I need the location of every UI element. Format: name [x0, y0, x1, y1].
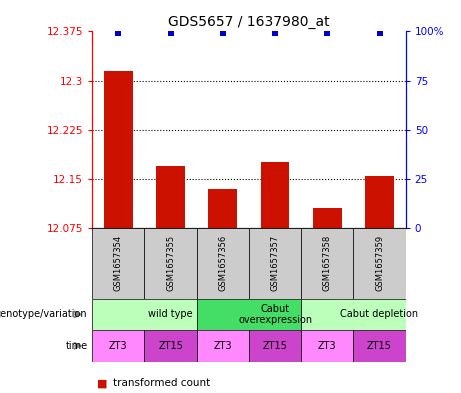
- Text: ZT3: ZT3: [213, 341, 232, 351]
- Text: GSM1657354: GSM1657354: [114, 235, 123, 291]
- Text: GSM1657355: GSM1657355: [166, 235, 175, 291]
- Bar: [301, 299, 406, 330]
- Bar: [301, 330, 354, 362]
- Bar: [92, 330, 144, 362]
- Bar: [301, 228, 354, 299]
- Bar: [144, 330, 197, 362]
- Bar: [249, 228, 301, 299]
- Text: ■: ■: [97, 378, 107, 388]
- Text: ZT15: ZT15: [263, 341, 288, 351]
- Bar: [354, 228, 406, 299]
- Bar: [197, 299, 301, 330]
- Text: GSM1657357: GSM1657357: [271, 235, 279, 292]
- Text: Cabut
overexpression: Cabut overexpression: [238, 304, 312, 325]
- Text: transformed count: transformed count: [113, 378, 210, 388]
- Text: ZT3: ZT3: [318, 341, 337, 351]
- Bar: [197, 228, 249, 299]
- Text: GSM1657358: GSM1657358: [323, 235, 332, 292]
- Bar: [208, 189, 237, 228]
- Text: Cabut depletion: Cabut depletion: [341, 309, 419, 320]
- Text: ZT3: ZT3: [109, 341, 128, 351]
- Bar: [365, 176, 394, 228]
- Text: genotype/variation: genotype/variation: [0, 309, 88, 320]
- Bar: [197, 330, 249, 362]
- Text: ZT15: ZT15: [367, 341, 392, 351]
- Bar: [156, 166, 185, 228]
- Text: wild type: wild type: [148, 309, 193, 320]
- Title: GDS5657 / 1637980_at: GDS5657 / 1637980_at: [168, 15, 330, 29]
- Bar: [92, 299, 197, 330]
- Bar: [354, 330, 406, 362]
- Bar: [249, 330, 301, 362]
- Bar: [92, 228, 144, 299]
- Text: GSM1657356: GSM1657356: [219, 235, 227, 292]
- Bar: [313, 208, 342, 228]
- Bar: [104, 71, 133, 228]
- Text: time: time: [65, 341, 88, 351]
- Text: GSM1657359: GSM1657359: [375, 235, 384, 291]
- Bar: [261, 162, 290, 228]
- Bar: [144, 228, 197, 299]
- Text: ZT15: ZT15: [158, 341, 183, 351]
